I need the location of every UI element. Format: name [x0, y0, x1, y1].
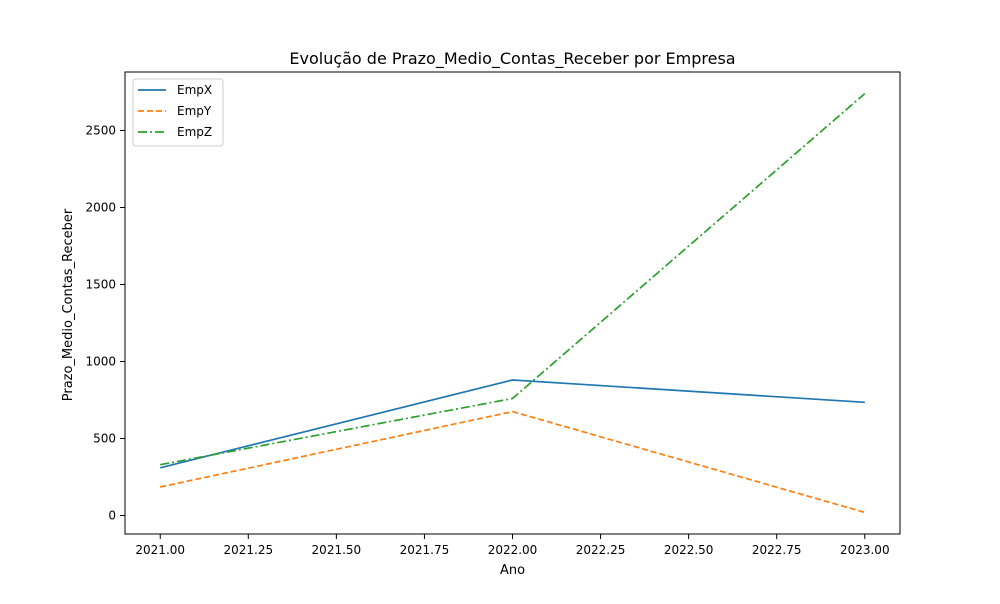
x-axis-ticks: 2021.00 2021.25 2021.50 2021.75 2022.00 2022.… [135, 534, 890, 557]
x-tick-label: 2022.75 [752, 543, 802, 557]
series-line-empx [159, 379, 865, 469]
chart-title: Evolução de Prazo_Medio_Contas_Receber p… [289, 49, 735, 69]
x-tick-label: 2023.00 [840, 543, 890, 557]
y-axis-ticks: 0 500 1000 1500 2000 2500 [85, 124, 125, 523]
y-tick-label: 1500 [85, 278, 116, 292]
x-tick-label: 2022.25 [576, 543, 626, 557]
x-tick-label: 2021.75 [400, 543, 450, 557]
series-line-empy [160, 410, 866, 514]
x-tick-label: 2022.00 [488, 543, 538, 557]
x-tick-label: 2022.50 [664, 543, 714, 557]
y-tick-label: 1000 [85, 355, 116, 369]
legend-label: EmpX [177, 83, 212, 97]
legend-label: EmpZ [177, 125, 212, 139]
x-tick-label: 2021.00 [135, 543, 185, 557]
x-tick-label: 2021.50 [312, 543, 362, 557]
legend: EmpX EmpY EmpZ [132, 78, 224, 147]
y-tick-label: 2000 [85, 201, 116, 215]
y-tick-label: 500 [93, 432, 116, 446]
plot-area [124, 71, 901, 535]
x-tick-label: 2021.25 [223, 543, 273, 557]
x-axis-label: Ano [500, 563, 525, 578]
y-tick-label: 2500 [85, 124, 116, 138]
plot-frame [124, 71, 901, 535]
series-line-empz [160, 92, 866, 466]
legend-box [132, 78, 224, 147]
y-tick-label: 0 [108, 509, 116, 523]
legend-label: EmpY [177, 104, 212, 118]
series-lines [159, 92, 866, 514]
y-axis-label: Prazo_Medio_Contas_Receber [61, 208, 76, 401]
